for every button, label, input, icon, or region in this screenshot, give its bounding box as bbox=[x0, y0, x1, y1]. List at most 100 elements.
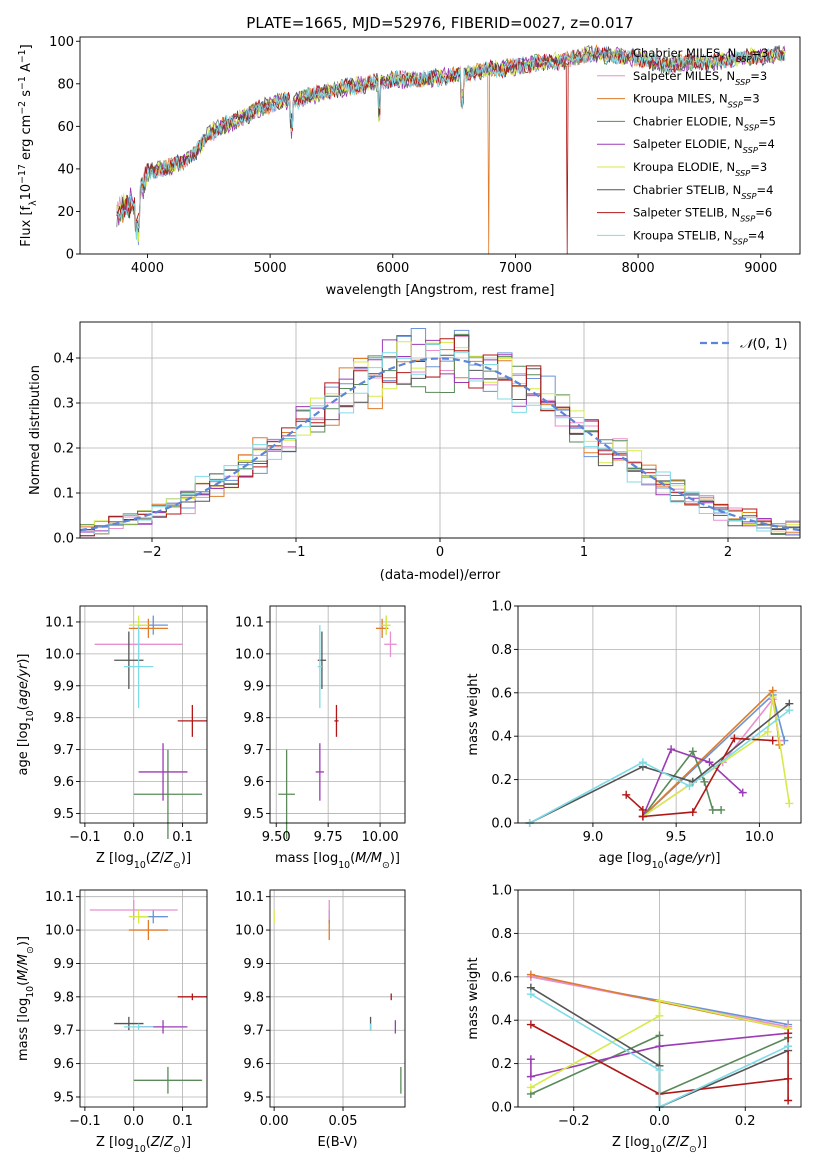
weight_vs_Z-xlabel: Z [log10(Z/Z⊙)] bbox=[612, 1135, 707, 1155]
histogram-kroupa_stelib bbox=[80, 343, 800, 535]
weight-marker-chabrier_elodie bbox=[688, 747, 697, 756]
y-tick-label: 9.8 bbox=[53, 711, 74, 726]
spectrum-line-salpeter_stelib bbox=[116, 47, 786, 254]
mass_vs_Z-marks bbox=[89, 900, 207, 1094]
x-tick-label: 9.50 bbox=[262, 830, 291, 845]
y-tick-label: 0.4 bbox=[53, 352, 74, 367]
y-tick-label: 0.0 bbox=[491, 1101, 512, 1116]
weight-line-salpeter_elodie bbox=[530, 1032, 789, 1078]
weight-marker-salpeter_stelib bbox=[638, 812, 647, 821]
x-tick-label: 0.1 bbox=[172, 1114, 193, 1129]
y-tick-label: 0.6 bbox=[491, 970, 512, 985]
gaussian-legend-label: 𝒩(0, 1) bbox=[740, 337, 787, 352]
residuals-marks bbox=[80, 328, 800, 537]
legend-label-chabrier_miles: Chabrier MILES, NSSP=3 bbox=[633, 46, 768, 64]
y-tick-label: 0.1 bbox=[53, 487, 74, 502]
weight-marker-salpeter_stelib bbox=[622, 790, 631, 799]
y-tick-label: 9.6 bbox=[243, 1057, 264, 1072]
x-tick-label: −1 bbox=[286, 545, 305, 560]
weight_vs_age-marks bbox=[525, 686, 794, 827]
age_vs_Z-xlabel: Z [log10(Z/Z⊙)] bbox=[96, 851, 191, 871]
y-tick-label: 9.8 bbox=[243, 990, 264, 1005]
age_vs_Z-axes: −0.1 0.0 0.1 9.5 9.6 9.7 9.8 9.9 10.0 10.1 Z [log1… bbox=[16, 605, 208, 871]
weight-marker-salpeter_stelib bbox=[784, 1096, 793, 1105]
x-tick-label: 10.00 bbox=[361, 830, 398, 845]
weight-marker-salpeter_stelib bbox=[526, 1020, 535, 1029]
x-tick-label: −2 bbox=[142, 545, 161, 560]
legend-label-chabrier_elodie: Chabrier ELODIE, NSSP=5 bbox=[633, 114, 776, 132]
weight-marker-salpeter_stelib bbox=[768, 736, 777, 745]
x-tick-label: 0.05 bbox=[329, 1114, 358, 1129]
legend-label-kroupa_elodie: Kroupa ELODIE, NSSP=3 bbox=[633, 160, 767, 178]
weight-marker-salpeter_stelib bbox=[784, 1029, 793, 1038]
weight-line-salpeter_elodie bbox=[642, 748, 744, 817]
weight-marker-kroupa_miles bbox=[526, 970, 535, 979]
x-tick-label: 0.00 bbox=[260, 1114, 289, 1129]
weight-line-kroupa_elodie bbox=[642, 696, 791, 818]
y-tick-label: 0.2 bbox=[491, 773, 512, 788]
x-tick-label: −0.1 bbox=[69, 830, 101, 845]
y-tick-label: 0.8 bbox=[491, 927, 512, 942]
weight-line-salpeter_stelib bbox=[625, 737, 773, 818]
y-tick-label: 9.6 bbox=[53, 1057, 74, 1072]
weight-marker-salpeter_elodie bbox=[526, 1072, 535, 1081]
weight-marker-salpeter_stelib bbox=[784, 1074, 793, 1083]
age_vs_Z-frame bbox=[79, 605, 208, 824]
y-tick-label: 20 bbox=[57, 205, 74, 220]
weight-marker-salpeter_stelib bbox=[730, 734, 739, 743]
legend-label-salpeter_elodie: Salpeter ELODIE, NSSP=4 bbox=[633, 137, 775, 155]
y-tick-label: 0.4 bbox=[491, 730, 512, 745]
residuals-ylabel: Normed distribution bbox=[28, 365, 43, 495]
spectrum-xlabel: wavelength [Angstrom, rest frame] bbox=[326, 283, 555, 298]
age_vs_Z-ylabel: age [log10(age/yr)] bbox=[16, 653, 36, 775]
y-tick-label: 9.8 bbox=[53, 990, 74, 1005]
weight_vs_age-axes: 9.0 9.5 10.0 0.0 0.2 0.4 0.6 0.8 1.0 age [log10(a… bbox=[466, 600, 802, 871]
y-tick-label: 9.7 bbox=[243, 743, 264, 758]
weight-marker-kroupa_stelib bbox=[784, 1042, 793, 1051]
x-tick-label: 4000 bbox=[131, 261, 164, 276]
weight-marker-kroupa_stelib bbox=[638, 758, 647, 767]
x-tick-label: 9.5 bbox=[666, 830, 687, 845]
weight-marker-kroupa_elodie bbox=[785, 799, 794, 808]
x-tick-label: 0.0 bbox=[123, 830, 144, 845]
weight-marker-kroupa_elodie bbox=[768, 693, 777, 702]
y-tick-label: 9.5 bbox=[243, 1090, 264, 1105]
y-tick-label: 10.0 bbox=[45, 647, 74, 662]
y-tick-label: 0 bbox=[66, 248, 74, 263]
y-tick-label: 10.0 bbox=[235, 647, 264, 662]
y-tick-label: 0.3 bbox=[53, 397, 74, 412]
weight-marker-kroupa_elodie bbox=[526, 1083, 535, 1092]
x-tick-label: 9000 bbox=[744, 261, 777, 276]
weight_vs_Z-axes: −0.2 0.0 0.2 0.0 0.2 0.4 0.6 0.8 1.0 Z [log10(Z/Z… bbox=[466, 884, 802, 1155]
weight-marker-kroupa_elodie bbox=[655, 1011, 664, 1020]
spectrum-axes: 4000 5000 6000 7000 8000 9000 0 20 40 60 80 100 wave… bbox=[17, 35, 801, 298]
gaussian-curve bbox=[80, 357, 800, 532]
age_vs_mass-xlabel: mass [log10(M/M⊙)] bbox=[275, 851, 400, 871]
weight_vs_age-ylabel: mass weight bbox=[466, 673, 481, 755]
weight_vs_age-frame bbox=[517, 605, 802, 824]
spectrum-ylabel: Flux [fλ10−17 erg cm−2 s−1 A−1] bbox=[17, 44, 39, 246]
weight-marker-chabrier_elodie bbox=[700, 777, 709, 786]
weight-marker-salpeter_elodie bbox=[655, 1042, 664, 1051]
weight-marker-kroupa_stelib bbox=[526, 990, 535, 999]
y-tick-label: 9.6 bbox=[53, 775, 74, 790]
y-tick-label: 9.9 bbox=[53, 957, 74, 972]
spectrum-line-kroupa_stelib bbox=[116, 47, 786, 240]
y-tick-label: 0.2 bbox=[491, 1057, 512, 1072]
weight-line-chabrier_miles bbox=[642, 693, 786, 818]
spectrum-legend: Chabrier MILES, NSSP=3 Salpeter MILES, NS… bbox=[597, 46, 776, 246]
x-tick-label: 7000 bbox=[499, 261, 532, 276]
mass_vs_ebv-marks bbox=[273, 900, 402, 1094]
weight-marker-salpeter_stelib bbox=[688, 808, 697, 817]
mass_vs_ebv-axes: 0.00 0.05 9.5 9.6 9.7 9.8 9.9 10.0 10.1 E(B-V) bbox=[235, 889, 406, 1150]
weight-marker-chabrier_elodie bbox=[708, 805, 717, 814]
residuals-xlabel: (data-model)/error bbox=[380, 568, 501, 583]
spectrum-frame bbox=[79, 36, 801, 255]
y-tick-label: 0.4 bbox=[491, 1014, 512, 1029]
y-tick-label: 40 bbox=[57, 162, 74, 177]
weight-line-kroupa_stelib bbox=[529, 709, 790, 824]
mass_vs_ebv-frame bbox=[269, 889, 406, 1108]
weight-marker-salpeter_elodie bbox=[526, 1055, 535, 1064]
weight_vs_Z-ylabel: mass weight bbox=[466, 957, 481, 1039]
